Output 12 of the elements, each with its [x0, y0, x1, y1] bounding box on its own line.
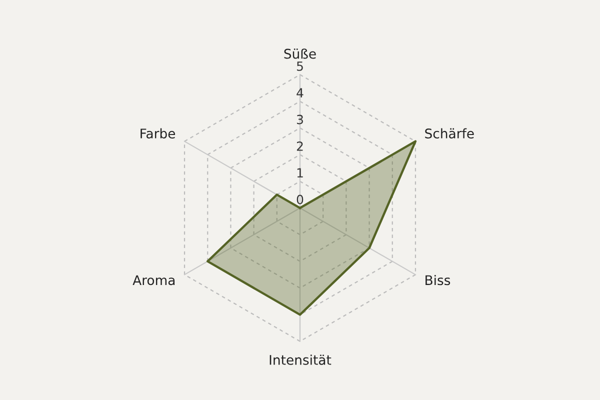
y-tick-label: 0: [296, 194, 304, 204]
y-tick-label: 1: [297, 168, 303, 178]
spoke-label: Aroma: [132, 275, 175, 286]
y-tick-label: 5: [296, 62, 303, 71]
spoke-label: Farbe: [140, 128, 176, 138]
spoke-label: Süße: [284, 48, 316, 59]
y-tick-label: 3: [296, 114, 303, 124]
spoke-label: Intensität: [270, 354, 332, 365]
y-tick-label: 4: [296, 88, 304, 98]
spoke-label: Biss: [426, 274, 450, 286]
spoke-label: Schärfe: [425, 128, 474, 138]
y-tick-label: 2: [296, 141, 303, 151]
